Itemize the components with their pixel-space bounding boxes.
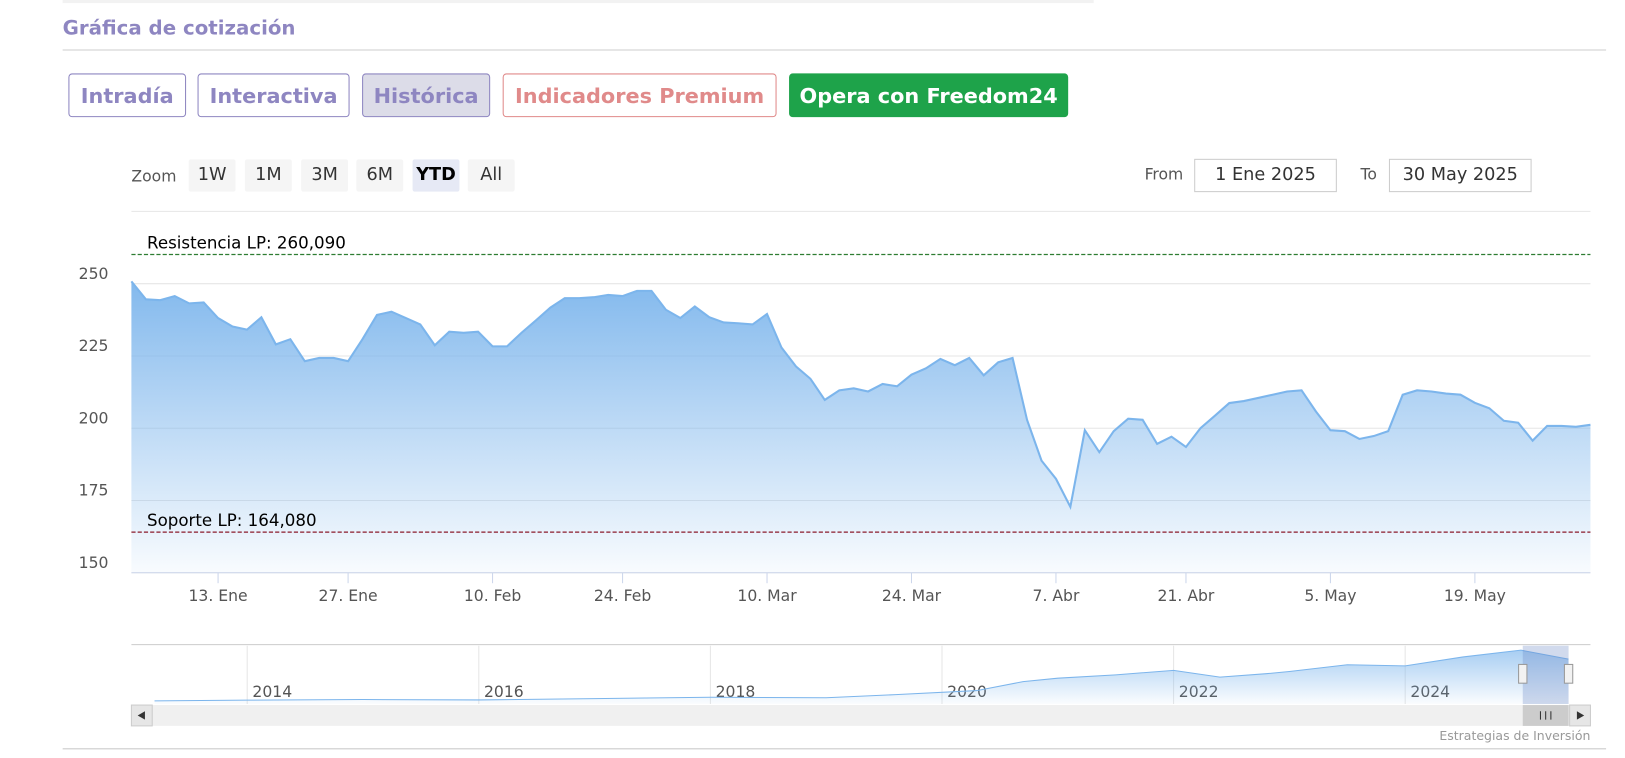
navigator-tick-label: 2014 bbox=[252, 683, 292, 701]
zoom-label: Zoom bbox=[131, 168, 176, 186]
y-tick-label: 200 bbox=[79, 409, 109, 427]
x-tick-label: 27. Ene bbox=[319, 587, 378, 605]
tab-label: Histórica bbox=[374, 84, 479, 108]
x-tick-label: 10. Mar bbox=[737, 587, 797, 605]
tab-label: Opera con Freedom24 bbox=[800, 84, 1058, 108]
y-tick-label: 250 bbox=[79, 265, 109, 283]
zoom-button-label: 1M bbox=[255, 165, 282, 185]
zoom-button[interactable] bbox=[412, 159, 460, 192]
zoom: Zoom 1W 1M 3M 6M YTD All bbox=[131, 159, 515, 192]
from-label: From bbox=[1145, 165, 1184, 183]
y-tick-label: 175 bbox=[79, 482, 109, 500]
navigator-tick-label: 2018 bbox=[716, 683, 756, 701]
x-tick-label: 21. Abr bbox=[1158, 587, 1215, 605]
zoom-button-label: All bbox=[480, 165, 502, 185]
plot: 150 175 200 225 250 13. Ene 27. Ene 10. Feb 24. … bbox=[79, 234, 1591, 605]
tab[interactable] bbox=[362, 73, 491, 118]
zoom-button[interactable] bbox=[244, 159, 292, 192]
top-strip bbox=[62, 0, 1094, 4]
tab-label: Intradía bbox=[81, 84, 174, 108]
scrollbar[interactable] bbox=[131, 705, 1591, 726]
x-tick-label: 13. Ene bbox=[188, 587, 247, 605]
zoom-button-label: 3M bbox=[311, 165, 338, 185]
tabs: Intradía Interactiva Histórica Indicadores … bbox=[68, 73, 1069, 118]
navigator-selection bbox=[1522, 645, 1569, 705]
tab[interactable] bbox=[68, 73, 187, 118]
navigator: 201420162018202020222024 bbox=[131, 644, 1591, 705]
thumb-grip bbox=[1539, 711, 1552, 720]
from-value: 1 Ene 2025 bbox=[1215, 165, 1316, 185]
navigator-handle[interactable] bbox=[1563, 663, 1574, 684]
navigator-area bbox=[154, 650, 1569, 705]
x-tick-label: 24. Mar bbox=[882, 587, 942, 605]
tab[interactable] bbox=[502, 73, 777, 118]
to-label: To bbox=[1360, 165, 1377, 183]
credits: Estrategias de Inversión bbox=[1439, 728, 1590, 743]
zoom-button-label: 1W bbox=[198, 165, 227, 185]
to-value: 30 May 2025 bbox=[1403, 165, 1518, 185]
price-line bbox=[130, 280, 1591, 511]
plot-line-label: Resistencia LP: 260,090 bbox=[147, 234, 346, 253]
navigator-handle[interactable] bbox=[1518, 663, 1528, 684]
navigator-tick-label: 2016 bbox=[484, 683, 524, 701]
tab-label: Indicadores Premium bbox=[515, 84, 764, 108]
zoom-button[interactable] bbox=[467, 159, 515, 192]
x-tick-label: 24. Feb bbox=[594, 587, 652, 605]
arrow-left bbox=[137, 711, 145, 720]
from-input[interactable] bbox=[1194, 158, 1337, 193]
to-input[interactable] bbox=[1388, 158, 1532, 193]
section-title: Gráfica de cotización bbox=[63, 17, 296, 40]
x-tick-label: 7. Abr bbox=[1033, 587, 1080, 605]
tab[interactable] bbox=[197, 73, 350, 118]
y-tick-label: 150 bbox=[79, 554, 109, 572]
y-tick-label: 225 bbox=[79, 337, 109, 355]
zoom-button[interactable] bbox=[301, 159, 349, 192]
plot-line-label: Soporte LP: 164,080 bbox=[147, 511, 317, 530]
x-tick-label: 19. May bbox=[1444, 587, 1506, 605]
area-fill bbox=[131, 281, 1591, 573]
zoom-button-label: 6M bbox=[367, 165, 394, 185]
x-tick-label: 5. May bbox=[1304, 587, 1356, 605]
tab[interactable] bbox=[789, 73, 1069, 118]
zoom-button[interactable] bbox=[356, 159, 404, 192]
tab-label: Interactiva bbox=[210, 84, 338, 108]
navigator-line bbox=[154, 649, 1569, 702]
arrow-right bbox=[1576, 711, 1585, 720]
zoom-button-label: YTD bbox=[415, 165, 456, 185]
zoom-button[interactable] bbox=[188, 159, 236, 192]
x-tick-label: 10. Feb bbox=[464, 587, 522, 605]
